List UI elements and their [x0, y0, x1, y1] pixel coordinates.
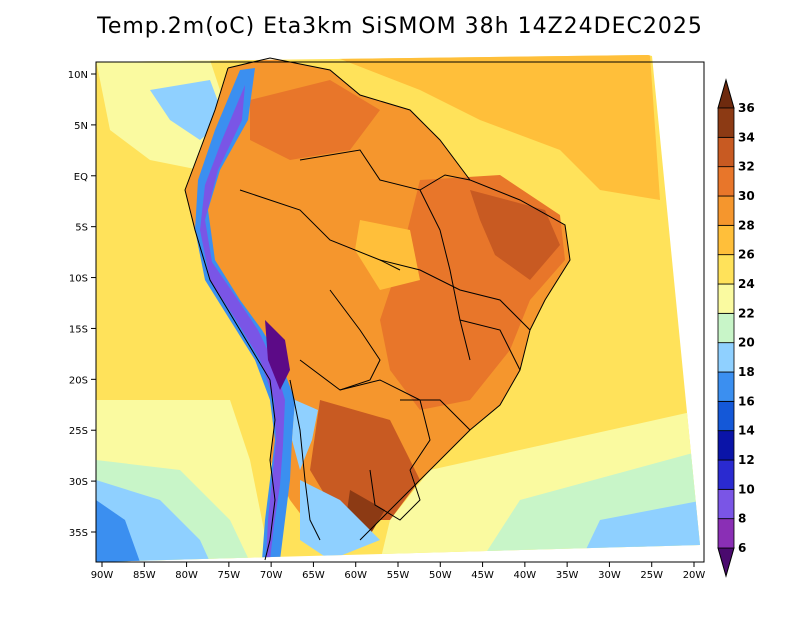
colorbar-segment: [717, 371, 735, 402]
lon-tick-label: 70W: [260, 570, 283, 581]
lon-tick-label: 30W: [598, 570, 621, 581]
altiplano-coldest: [265, 320, 290, 390]
colorbar-label: 22: [738, 306, 755, 320]
colorbar-segment: [717, 518, 735, 549]
amazon-mild: [355, 220, 420, 290]
latitude-axis: 10N 5N EQ 5S 10S 15S 20S 25S 30S 35S: [68, 70, 96, 539]
atacama-cool: [292, 400, 318, 470]
colorbar-segment: [717, 107, 735, 138]
andes-colder: [200, 85, 285, 560]
colorbar-label: 20: [738, 336, 755, 350]
pacific-coastline: [184, 67, 276, 561]
bolivia-border: [299, 289, 381, 391]
lat-tick-label: 20S: [69, 375, 88, 386]
political-borders: [184, 57, 571, 561]
colorbar-label: 8: [738, 512, 746, 526]
uruguay-border: [369, 469, 421, 521]
colorbar-segment: [717, 166, 735, 197]
lon-tick-label: 20W: [683, 570, 706, 581]
lon-tick-label: 55W: [387, 570, 410, 581]
colorbar-label: 14: [738, 424, 755, 438]
colorbar-segment: [717, 312, 735, 344]
northeast-hot: [470, 190, 560, 280]
argentina-chile-border: [289, 379, 321, 541]
lon-tick-label: 35W: [556, 570, 579, 581]
lat-tick-label: 30S: [69, 477, 88, 488]
chaco-hot: [310, 400, 420, 520]
panama-bight-cool: [150, 80, 225, 140]
lon-tick-label: 25W: [640, 570, 663, 581]
lat-tick-label: 10N: [68, 70, 88, 81]
colorbar-segment: [717, 254, 735, 285]
colorbar-segment: [717, 488, 735, 520]
lon-tick-label: 85W: [133, 570, 156, 581]
colorbar-segment: [717, 459, 735, 490]
venezuela-hot: [250, 80, 380, 160]
colorbar-max-arrow: [717, 78, 735, 109]
lon-tick-label: 65W: [302, 570, 325, 581]
lon-tick-label: 90W: [91, 570, 114, 581]
lon-tick-label: 50W: [429, 570, 452, 581]
continent-coastline: [227, 57, 571, 541]
colorbar-label: 24: [738, 277, 755, 291]
pacific-colder-band: [96, 500, 140, 562]
lon-tick-label: 45W: [471, 570, 494, 581]
lat-tick-label: 10S: [69, 274, 88, 285]
colorbar-label: 30: [738, 189, 755, 203]
brazil-state-border-1: [379, 259, 531, 331]
lon-tick-label: 60W: [344, 570, 367, 581]
colorbar-label: 12: [738, 453, 755, 467]
lat-tick-label: 5S: [75, 223, 88, 234]
colorbar-segment: [717, 224, 735, 256]
colorbar-segment: [717, 195, 735, 226]
colorbar-label: 32: [738, 160, 755, 174]
colorbar-label: 16: [738, 394, 755, 408]
atlantic-warm-zone: [330, 55, 660, 200]
colorbar-segment: [717, 342, 735, 373]
brazil-state-border-2: [419, 189, 471, 361]
peru-brazil-border: [239, 189, 401, 271]
lon-tick-label: 80W: [175, 570, 198, 581]
colorbar-label: 10: [738, 482, 755, 496]
temperature-field: [96, 55, 700, 562]
lat-tick-label: 5N: [74, 121, 88, 132]
colorbar-segment: [717, 136, 735, 168]
map-title: Temp.2m(oC) Eta3km SiSMOM 38h 14Z24DEC20…: [97, 14, 703, 39]
colorbar-label: 36: [738, 101, 755, 115]
lat-tick-label: EQ: [74, 172, 88, 183]
guiana-border: [299, 149, 471, 191]
lat-tick-label: 25S: [69, 426, 88, 437]
colorbar-label: 28: [738, 218, 755, 232]
colorbar: 6 8 10 12 14 16 18 20 22 24 26 28 30 32 34 36: [717, 78, 755, 578]
lon-tick-label: 40W: [514, 570, 537, 581]
lat-tick-label: 35S: [69, 528, 88, 539]
brazil-state-border-3: [459, 319, 521, 371]
lon-tick-label: 75W: [218, 570, 241, 581]
colorbar-label: 18: [738, 365, 755, 379]
colorbar-min-arrow: [717, 547, 735, 578]
colorbar-label: 26: [738, 248, 755, 262]
lat-tick-label: 15S: [69, 324, 88, 335]
colorbar-segment: [717, 400, 735, 432]
brazil-state-border-4: [400, 399, 471, 431]
plot-frame: [95, 61, 705, 563]
colorbar-segment: [717, 283, 735, 314]
colorbar-segment: [717, 430, 735, 461]
colorbar-label: 6: [738, 541, 746, 555]
longitude-axis: 90W 85W 80W 75W 70W 65W 60W 55W 50W 45W 40W 35W 30W 2…: [91, 562, 706, 581]
colorbar-label: 34: [738, 130, 755, 144]
